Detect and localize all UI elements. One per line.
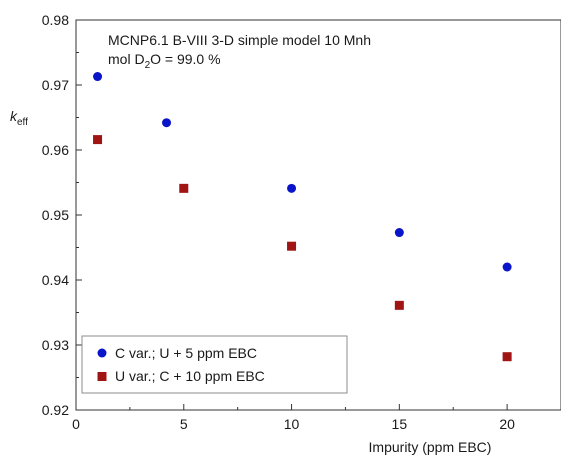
data-series [93, 72, 512, 362]
x-tick-label: 15 [392, 416, 408, 432]
x-tick-label: 5 [180, 416, 188, 432]
chart-annotation-line1: MCNP6.1 B-VIII 3-D simple model 10 Mnh [108, 32, 371, 48]
series-2-point [179, 183, 189, 193]
series-2-point [502, 352, 512, 362]
x-tick-label: 0 [72, 416, 80, 432]
series-2-point [394, 300, 404, 310]
legend: C var.; U + 5 ppm EBC U var.; C + 10 ppm… [81, 335, 348, 394]
x-axis-label: Impurity (ppm EBC) [369, 439, 492, 455]
chart-annotation-line2: mol D2O = 99.0 % [108, 51, 221, 71]
legend-label-series-1: C var.; U + 5 ppm EBC [115, 345, 257, 361]
series-2-point [93, 135, 103, 145]
y-tick-label: 0.96 [42, 142, 69, 158]
y-tick-label: 0.92 [42, 402, 69, 418]
legend-marker-series-2 [97, 372, 107, 381]
legend-marker-series-1 [97, 348, 107, 358]
legend-box [81, 335, 348, 394]
series-1-point [162, 118, 172, 128]
y-axis-label: keff [10, 108, 28, 128]
y-axis: 0.92 0.93 0.94 0.95 0.96 0.97 0.98 [42, 12, 82, 418]
y-tick-label: 0.93 [42, 337, 69, 353]
y-tick-label: 0.98 [42, 12, 69, 28]
y-tick-label: 0.97 [42, 77, 69, 93]
series-1-point [287, 183, 297, 193]
x-axis: 0 5 10 15 20 [72, 404, 515, 432]
y-tick-label: 0.95 [42, 207, 69, 223]
series-1-point [502, 262, 512, 272]
series-2-point [287, 241, 297, 251]
legend-label-series-2: U var.; C + 10 ppm EBC [115, 368, 265, 384]
series-1-point [93, 72, 103, 82]
x-tick-label: 20 [499, 416, 515, 432]
y-tick-label: 0.94 [42, 272, 69, 288]
series-1-point [394, 228, 404, 238]
x-tick-label: 10 [284, 416, 300, 432]
